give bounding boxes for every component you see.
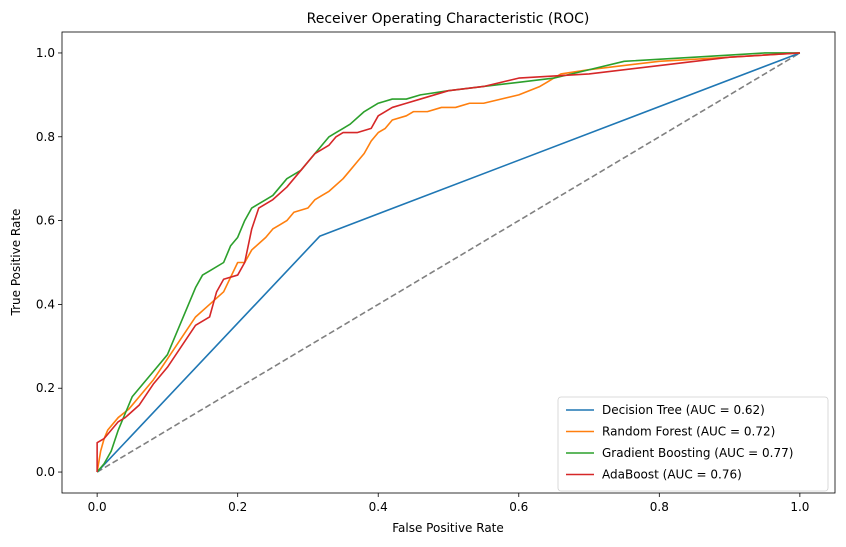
x-tick-label: 0.6 (509, 500, 528, 514)
legend-entry-2: Gradient Boosting (AUC = 0.77) (602, 446, 793, 460)
legend-entry-0: Decision Tree (AUC = 0.62) (602, 403, 765, 417)
plot-lines (96, 52, 801, 473)
y-tick-label: 0.2 (36, 381, 55, 395)
y-tick-label: 0.6 (36, 214, 55, 228)
y-tick-label: 0.8 (36, 130, 55, 144)
x-axis-label: False Positive Rate (392, 521, 504, 535)
legend-box (557, 396, 829, 492)
reference-diagonal-line (96, 52, 801, 473)
y-tick-label: 0.0 (36, 465, 55, 479)
x-tick-label: 0.4 (369, 500, 388, 514)
chart-title: Receiver Operating Characteristic (ROC) (307, 11, 590, 27)
legend-entry-1: Random Forest (AUC = 0.72) (602, 425, 775, 439)
legend: Decision Tree (AUC = 0.62) Random Forest … (557, 396, 829, 492)
axis-ticks: 0.0 0.2 0.4 0.6 0.8 1.0 0.0 0.2 0.4 0.6 0.8 1.0 (36, 46, 810, 514)
axes-frame (61, 31, 836, 494)
legend-entry-3: AdaBoost (AUC = 0.76) (602, 468, 742, 482)
x-tick-label: 1.0 (790, 500, 809, 514)
x-tick-label: 0.8 (650, 500, 669, 514)
series-line-3 (96, 52, 800, 473)
series-line-1 (96, 52, 800, 473)
y-tick-label: 0.4 (36, 297, 55, 311)
series-line-0 (96, 52, 801, 473)
y-tick-label: 1.0 (36, 46, 55, 60)
x-tick-label: 0.2 (228, 500, 247, 514)
x-tick-label: 0.0 (88, 500, 107, 514)
y-axis-label: True Positive Rate (9, 209, 23, 317)
